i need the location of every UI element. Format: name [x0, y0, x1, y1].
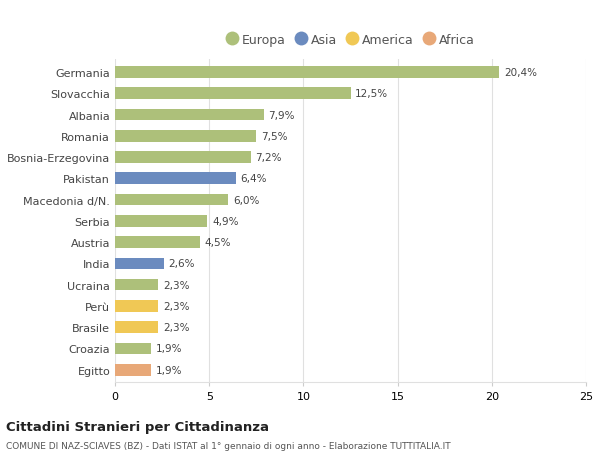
- Bar: [115, 279, 158, 291]
- Bar: [115, 364, 151, 376]
- Text: Cittadini Stranieri per Cittadinanza: Cittadini Stranieri per Cittadinanza: [6, 420, 269, 433]
- Bar: [115, 343, 151, 354]
- Bar: [115, 67, 499, 78]
- Bar: [115, 216, 208, 227]
- Bar: [115, 152, 251, 163]
- Legend: Europa, Asia, America, Africa: Europa, Asia, America, Africa: [223, 30, 478, 50]
- Text: 1,9%: 1,9%: [155, 365, 182, 375]
- Text: 2,3%: 2,3%: [163, 322, 190, 332]
- Text: 6,0%: 6,0%: [233, 195, 259, 205]
- Bar: [115, 194, 228, 206]
- Bar: [115, 300, 158, 312]
- Bar: [115, 173, 236, 185]
- Text: 2,3%: 2,3%: [163, 301, 190, 311]
- Text: 4,5%: 4,5%: [205, 238, 231, 247]
- Text: 4,9%: 4,9%: [212, 216, 239, 226]
- Bar: [115, 88, 350, 100]
- Text: 7,2%: 7,2%: [256, 153, 282, 162]
- Text: 6,4%: 6,4%: [241, 174, 267, 184]
- Text: 20,4%: 20,4%: [504, 68, 537, 78]
- Bar: [115, 109, 264, 121]
- Bar: [115, 237, 200, 248]
- Bar: [115, 131, 256, 142]
- Text: 7,5%: 7,5%: [261, 131, 287, 141]
- Text: 1,9%: 1,9%: [155, 344, 182, 353]
- Bar: [115, 322, 158, 333]
- Bar: [115, 258, 164, 269]
- Text: 12,5%: 12,5%: [355, 89, 388, 99]
- Text: 2,3%: 2,3%: [163, 280, 190, 290]
- Text: COMUNE DI NAZ-SCIAVES (BZ) - Dati ISTAT al 1° gennaio di ogni anno - Elaborazion: COMUNE DI NAZ-SCIAVES (BZ) - Dati ISTAT …: [6, 441, 451, 450]
- Text: 7,9%: 7,9%: [269, 110, 295, 120]
- Text: 2,6%: 2,6%: [169, 259, 195, 269]
